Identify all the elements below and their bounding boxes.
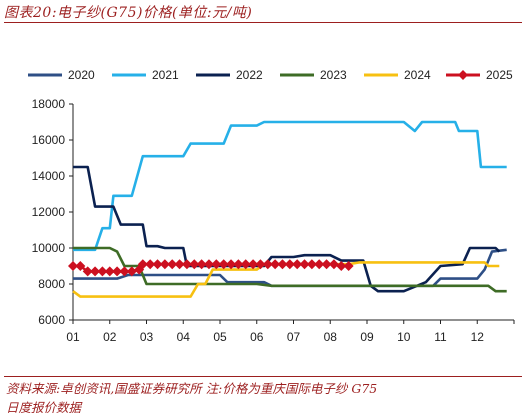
- x-tick-label: 04: [177, 330, 191, 344]
- data-point-2025: [126, 266, 137, 277]
- y-tick-label: 14000: [32, 169, 66, 183]
- chart-series: [68, 120, 507, 298]
- data-point-2025: [75, 261, 86, 271]
- figure-title: 图表20:电子纱(G75)价格(单位:元/吨): [4, 5, 253, 21]
- chart-axes: 6000 8000 10000 12000 14000 16000 18000 01 02 03 0…: [32, 97, 515, 344]
- legend-label-2020: 2020: [68, 68, 95, 82]
- x-tick-label: 09: [360, 330, 374, 344]
- data-point-2025: [104, 266, 115, 277]
- legend-marker-2025: [458, 70, 468, 80]
- y-tick-label: 10000: [32, 241, 66, 255]
- x-tick-label: 10: [397, 330, 411, 344]
- data-point-2025: [270, 259, 281, 270]
- data-point-2025: [181, 259, 192, 270]
- title-rule: [4, 22, 522, 23]
- data-point-2025: [90, 266, 101, 277]
- data-point-2025: [336, 261, 347, 271]
- data-point-2025: [203, 259, 214, 270]
- legend-label-2021: 2021: [152, 68, 179, 82]
- x-tick-label: 05: [213, 330, 227, 344]
- data-point-2025: [97, 266, 108, 277]
- data-point-2025: [119, 266, 130, 277]
- data-point-2025: [68, 261, 78, 271]
- x-tick-label: 12: [471, 330, 485, 344]
- data-point-2025: [189, 259, 200, 270]
- data-point-2025: [255, 259, 266, 270]
- x-tick-label: 01: [66, 330, 80, 344]
- y-tick-label: 18000: [32, 97, 66, 111]
- series-line-2022: [73, 165, 501, 293]
- data-point-2025: [240, 259, 251, 270]
- y-tick-label: 8000: [38, 277, 65, 291]
- y-tick-label: 12000: [32, 205, 66, 219]
- data-point-2025: [152, 259, 163, 270]
- legend-label-2025: 2025: [486, 68, 513, 82]
- source-rule: [4, 376, 522, 377]
- line-chart: 2020 2021 2022 2023 2024 2025 6000 8000 10000 12…: [28, 68, 515, 344]
- data-point-2025: [343, 261, 354, 271]
- data-point-2025: [145, 259, 156, 270]
- data-point-2025: [82, 266, 93, 277]
- source-line-1: 资料来源:卓创资讯,国盛证券研究所 注:价格为重庆国际电子纱 G75: [6, 381, 378, 396]
- source-note: 资料来源:卓创资讯,国盛证券研究所 注:价格为重庆国际电子纱 G75 日度报价数…: [6, 379, 522, 417]
- chart-legend: 2020 2021 2022 2023 2024 2025: [28, 68, 513, 82]
- legend-label-2024: 2024: [404, 68, 431, 82]
- y-tick-label: 6000: [38, 313, 65, 327]
- data-point-2025: [299, 259, 310, 270]
- data-point-2025: [218, 259, 229, 270]
- x-tick-label: 06: [250, 330, 264, 344]
- x-tick-label: 11: [434, 330, 447, 344]
- legend-label-2022: 2022: [236, 68, 263, 82]
- data-point-2025: [248, 259, 259, 270]
- legend-label-2023: 2023: [320, 68, 347, 82]
- data-point-2025: [284, 259, 295, 270]
- x-tick-label: 07: [287, 330, 301, 344]
- data-point-2025: [233, 259, 244, 270]
- data-point-2025: [196, 259, 207, 270]
- data-point-2025: [137, 259, 148, 270]
- data-point-2025: [262, 259, 273, 270]
- series-line-2021: [73, 120, 507, 252]
- data-point-2025: [277, 259, 288, 270]
- data-point-2025: [159, 259, 170, 270]
- data-point-2025: [226, 259, 237, 270]
- data-point-2025: [211, 259, 222, 270]
- data-point-2025: [167, 259, 178, 270]
- y-tick-label: 16000: [32, 133, 66, 147]
- source-line-2: 日度报价数据: [6, 400, 82, 415]
- data-point-2025: [112, 266, 123, 277]
- series-line-2024: [72, 261, 500, 298]
- data-point-2025: [314, 259, 325, 270]
- x-tick-label: 08: [324, 330, 338, 344]
- data-point-2025: [321, 259, 332, 270]
- x-tick-label: 03: [140, 330, 154, 344]
- data-point-2025: [292, 259, 303, 270]
- x-tick-label: 02: [103, 330, 117, 344]
- data-point-2025: [306, 259, 317, 270]
- data-point-2025: [174, 259, 185, 270]
- data-point-2025: [328, 259, 339, 270]
